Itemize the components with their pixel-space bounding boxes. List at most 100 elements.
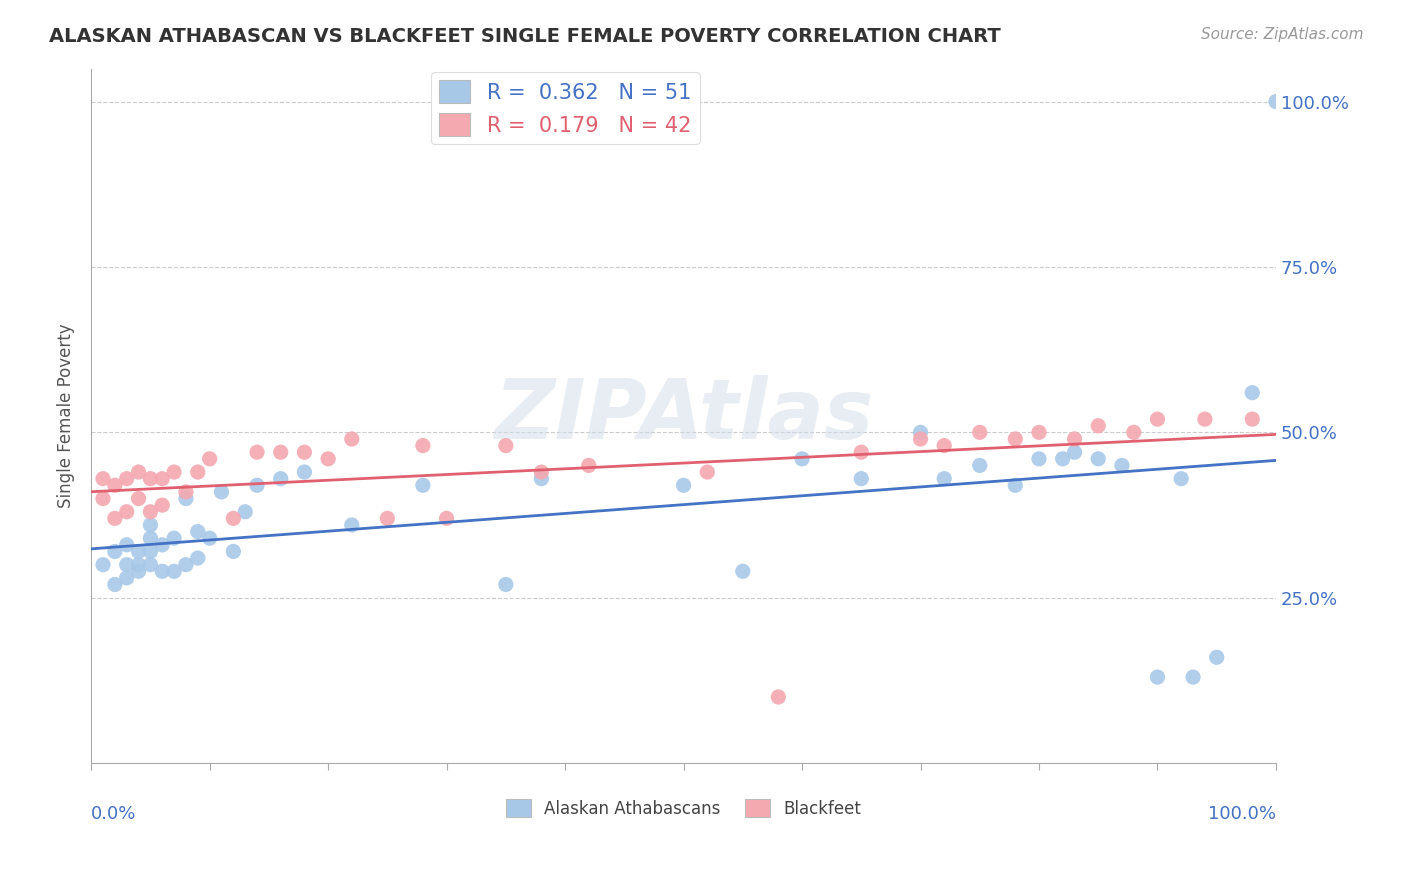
Point (316, 451, 339, 466)
Point (495, 439, 517, 453)
Point (851, 445, 873, 459)
Point (174, 491, 197, 506)
Point (128, 544, 150, 558)
Text: Source: ZipAtlas.com: Source: ZipAtlas.com (1201, 27, 1364, 42)
Point (578, 458, 600, 473)
Point (436, 511, 458, 525)
Point (91, 491, 114, 506)
Point (672, 478, 695, 492)
Point (377, 511, 399, 525)
Point (1241, 385, 1264, 400)
Point (163, 531, 186, 545)
Point (1194, 412, 1216, 426)
Y-axis label: Single Female Poverty: Single Female Poverty (58, 324, 75, 508)
Point (696, 465, 718, 479)
Point (1063, 445, 1085, 459)
Point (340, 518, 363, 533)
Point (115, 571, 138, 585)
Point (198, 531, 221, 545)
Point (969, 425, 991, 440)
Point (198, 451, 221, 466)
Point (115, 505, 138, 519)
Point (495, 577, 517, 591)
Point (1028, 451, 1050, 466)
Point (150, 498, 173, 512)
Point (768, 690, 790, 704)
Point (139, 544, 162, 558)
Point (128, 564, 150, 578)
Legend: Alaskan Athabascans, Blackfeet: Alaskan Athabascans, Blackfeet (499, 792, 868, 824)
Point (187, 465, 209, 479)
Point (969, 458, 991, 473)
Point (294, 465, 316, 479)
Point (91, 472, 114, 486)
Text: 100.0%: 100.0% (1208, 805, 1277, 822)
Point (139, 505, 162, 519)
Point (294, 445, 316, 459)
Point (150, 472, 173, 486)
Point (1028, 425, 1050, 440)
Point (174, 484, 197, 499)
Point (1182, 670, 1205, 684)
Point (128, 558, 150, 572)
Point (150, 564, 173, 578)
Point (211, 484, 233, 499)
Point (1265, 95, 1288, 109)
Point (270, 445, 292, 459)
Point (163, 465, 186, 479)
Point (139, 558, 162, 572)
Point (270, 472, 292, 486)
Point (187, 524, 209, 539)
Point (851, 472, 873, 486)
Point (1063, 432, 1085, 446)
Point (1111, 458, 1133, 473)
Point (1087, 451, 1109, 466)
Point (731, 564, 754, 578)
Point (910, 425, 932, 440)
Point (1241, 412, 1264, 426)
Text: 0.0%: 0.0% (91, 805, 136, 822)
Point (412, 439, 434, 453)
Point (222, 544, 245, 558)
Point (1087, 418, 1109, 433)
Point (1052, 451, 1074, 466)
Point (115, 538, 138, 552)
Point (222, 511, 245, 525)
Point (246, 445, 269, 459)
Point (139, 518, 162, 533)
Point (1205, 650, 1227, 665)
Point (115, 558, 138, 572)
Point (187, 551, 209, 566)
Point (340, 432, 363, 446)
Point (934, 439, 956, 453)
Point (163, 564, 186, 578)
Point (530, 465, 553, 479)
Point (139, 531, 162, 545)
Point (1146, 670, 1168, 684)
Point (104, 478, 127, 492)
Point (128, 491, 150, 506)
Point (104, 511, 127, 525)
Point (412, 478, 434, 492)
Point (139, 472, 162, 486)
Point (233, 505, 256, 519)
Point (1146, 412, 1168, 426)
Text: ZIPAtlas: ZIPAtlas (494, 376, 873, 457)
Point (174, 558, 197, 572)
Point (128, 465, 150, 479)
Point (1170, 472, 1192, 486)
Point (246, 478, 269, 492)
Point (115, 472, 138, 486)
Point (1004, 432, 1026, 446)
Point (91, 558, 114, 572)
Point (790, 451, 813, 466)
Point (1004, 478, 1026, 492)
Text: ALASKAN ATHABASCAN VS BLACKFEET SINGLE FEMALE POVERTY CORRELATION CHART: ALASKAN ATHABASCAN VS BLACKFEET SINGLE F… (49, 27, 1001, 45)
Point (934, 472, 956, 486)
Point (1122, 425, 1144, 440)
Point (104, 577, 127, 591)
Point (150, 538, 173, 552)
Point (910, 432, 932, 446)
Point (104, 544, 127, 558)
Point (530, 472, 553, 486)
